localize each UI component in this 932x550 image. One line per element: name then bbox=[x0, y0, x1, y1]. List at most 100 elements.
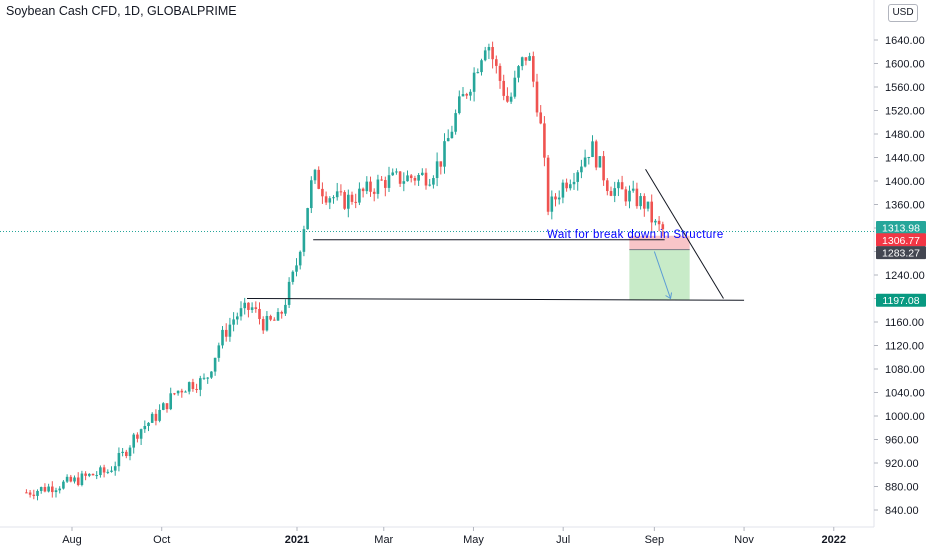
candle-body bbox=[51, 486, 54, 493]
y-tick-label: 1480.00 bbox=[885, 129, 925, 141]
y-tick-label: 1600.00 bbox=[885, 59, 925, 71]
candle-body bbox=[302, 229, 306, 252]
candle-body bbox=[39, 487, 43, 491]
support-line[interactable] bbox=[246, 298, 745, 301]
candle-body bbox=[498, 65, 502, 81]
candle-body bbox=[465, 94, 469, 96]
candle-body bbox=[236, 316, 239, 320]
candle-body bbox=[502, 80, 506, 96]
candle-body bbox=[532, 56, 535, 82]
candle-body bbox=[380, 179, 383, 181]
arrow-line[interactable] bbox=[653, 251, 672, 299]
candle-body bbox=[535, 81, 539, 113]
y-tick-label: 880.00 bbox=[885, 482, 919, 494]
annotation-text[interactable]: Wait for break down in Structure bbox=[547, 229, 724, 241]
candle-body bbox=[128, 447, 132, 457]
candle-body bbox=[213, 357, 217, 372]
y-tick-label: 1040.00 bbox=[885, 388, 925, 400]
price-label-text: 1313.98 bbox=[882, 223, 920, 235]
candle-body bbox=[395, 171, 398, 173]
candle-body bbox=[217, 345, 221, 358]
candle-body bbox=[243, 302, 247, 309]
candle-body bbox=[509, 96, 513, 102]
candle-body bbox=[406, 175, 409, 182]
candle-body bbox=[424, 172, 428, 186]
candle-body bbox=[461, 94, 465, 97]
candle-body bbox=[569, 184, 572, 189]
candle-body bbox=[165, 403, 169, 410]
candle-body bbox=[298, 251, 302, 266]
candle-body bbox=[543, 123, 546, 158]
trend-line[interactable] bbox=[645, 168, 724, 299]
candle-body bbox=[273, 319, 276, 321]
candle-body bbox=[458, 96, 461, 114]
candle-body bbox=[587, 157, 591, 159]
candle-body bbox=[413, 178, 417, 181]
candle-body bbox=[495, 59, 498, 66]
price-label bbox=[876, 246, 926, 260]
candle-body bbox=[324, 196, 328, 203]
candle-body bbox=[557, 197, 561, 200]
candle-body bbox=[487, 47, 491, 51]
candle-body bbox=[99, 467, 102, 476]
candle-body bbox=[643, 196, 646, 209]
candle-body bbox=[384, 180, 387, 188]
candle-body bbox=[546, 157, 550, 212]
candle-body bbox=[206, 377, 210, 379]
candle-body bbox=[613, 188, 617, 196]
candle-body bbox=[80, 473, 84, 486]
candle-body bbox=[332, 197, 335, 199]
candle-body bbox=[265, 315, 269, 331]
candle-body bbox=[117, 452, 121, 467]
candle-body bbox=[554, 196, 557, 200]
candle-body bbox=[354, 201, 358, 203]
currency-button[interactable]: USD bbox=[888, 4, 918, 22]
candle-body bbox=[191, 382, 195, 389]
candle-body bbox=[291, 271, 295, 282]
candle-body bbox=[391, 172, 395, 176]
candle-body bbox=[162, 403, 165, 410]
candle-body bbox=[369, 181, 372, 192]
candle-body bbox=[432, 178, 435, 185]
candle-body bbox=[232, 319, 235, 325]
candle-body bbox=[154, 413, 158, 421]
candle-body bbox=[513, 77, 517, 97]
price-label-text: 1283.27 bbox=[882, 248, 920, 260]
candle-body bbox=[210, 371, 213, 378]
candle-body bbox=[506, 95, 509, 102]
candle-body bbox=[254, 307, 258, 309]
candle-body bbox=[54, 490, 58, 493]
candle-body bbox=[572, 181, 576, 185]
y-tick-label: 960.00 bbox=[885, 435, 919, 447]
candle-body bbox=[110, 470, 113, 472]
candle-body bbox=[343, 192, 346, 209]
candle-body bbox=[176, 390, 180, 394]
candle-body bbox=[150, 413, 154, 423]
take-profit-zone[interactable] bbox=[629, 249, 690, 301]
candle-body bbox=[439, 161, 443, 167]
candle-body bbox=[358, 188, 361, 203]
candle-body bbox=[221, 329, 224, 346]
candle-body bbox=[339, 191, 343, 193]
candle-body bbox=[180, 390, 184, 393]
candle-body bbox=[47, 486, 50, 492]
candle-body bbox=[476, 72, 480, 74]
arrow-head bbox=[665, 292, 673, 300]
candle-body bbox=[372, 191, 376, 194]
candle-body bbox=[121, 451, 124, 453]
candle-body bbox=[84, 473, 87, 476]
candle-body bbox=[446, 138, 450, 142]
y-tick-label: 1400.00 bbox=[885, 176, 925, 188]
candle-body bbox=[583, 157, 587, 167]
x-tick-label: Oct bbox=[153, 534, 170, 546]
candle-body bbox=[450, 131, 454, 139]
candle-body bbox=[350, 194, 354, 202]
candle-body bbox=[483, 50, 487, 61]
candle-body bbox=[454, 113, 457, 132]
stop-loss-zone[interactable] bbox=[629, 235, 690, 250]
candle-body bbox=[594, 141, 598, 168]
x-tick-label: Mar bbox=[374, 534, 393, 546]
candle-body bbox=[609, 191, 613, 196]
candle-body bbox=[620, 182, 624, 190]
